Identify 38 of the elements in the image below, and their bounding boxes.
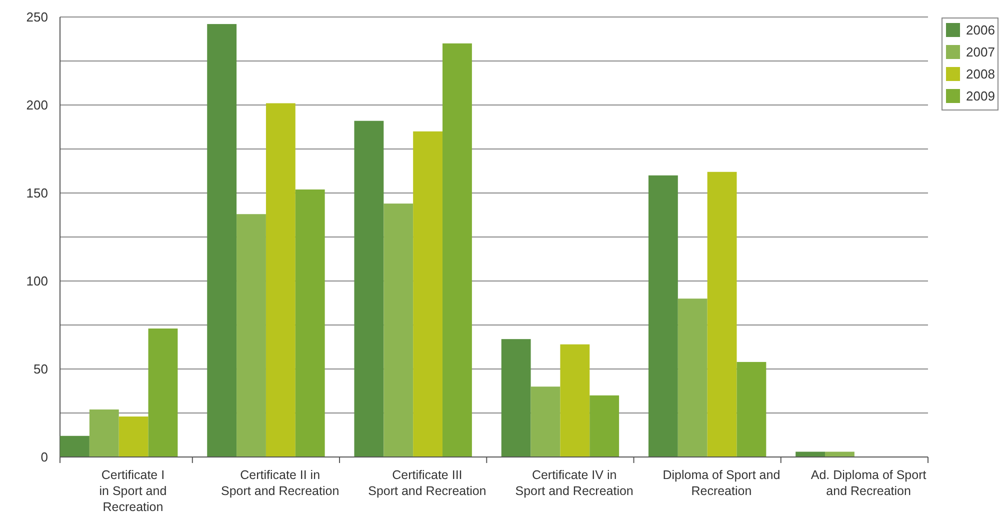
y-tick-label: 50 [34,362,48,377]
bar [384,204,414,457]
bar [648,175,678,457]
bar [796,452,826,457]
x-tick-label: Certificate IV in Sport and Recreation [515,468,634,498]
x-tick-label: Certificate III Sport and Recreation [368,468,486,498]
bar [207,24,237,457]
bar [590,395,620,457]
y-tick-label: 200 [26,98,48,113]
bar [442,43,472,457]
legend-label: 2007 [966,44,995,60]
legend-label: 2009 [966,88,995,104]
x-tick-label: Certificate I in Sport and Recreation [99,468,167,514]
bar [236,214,266,457]
bar [736,362,766,457]
x-tick-label: Certificate II in Sport and Recreation [221,468,340,498]
bar [89,409,119,457]
bar [266,103,296,457]
bar [60,436,90,457]
bar [354,120,384,457]
legend-label: 2008 [966,66,995,82]
bar [501,339,531,457]
y-tick-label: 0 [40,450,48,465]
bar [118,416,148,457]
bar [295,189,325,457]
bar [148,328,178,457]
bar [678,298,708,457]
bar [413,131,443,457]
y-tick-label: 100 [26,274,48,289]
y-tick-label: 150 [26,186,48,201]
x-tick-label: Diploma of Sport and Recreation [662,468,780,498]
legend-label: 2006 [966,22,995,38]
bar [825,452,854,457]
bar [707,172,737,457]
x-tick-label: Ad. Diploma of Sport and Recreation [810,468,927,498]
bar [530,386,560,457]
y-tick-label: 250 [26,10,48,25]
bar [560,344,590,457]
